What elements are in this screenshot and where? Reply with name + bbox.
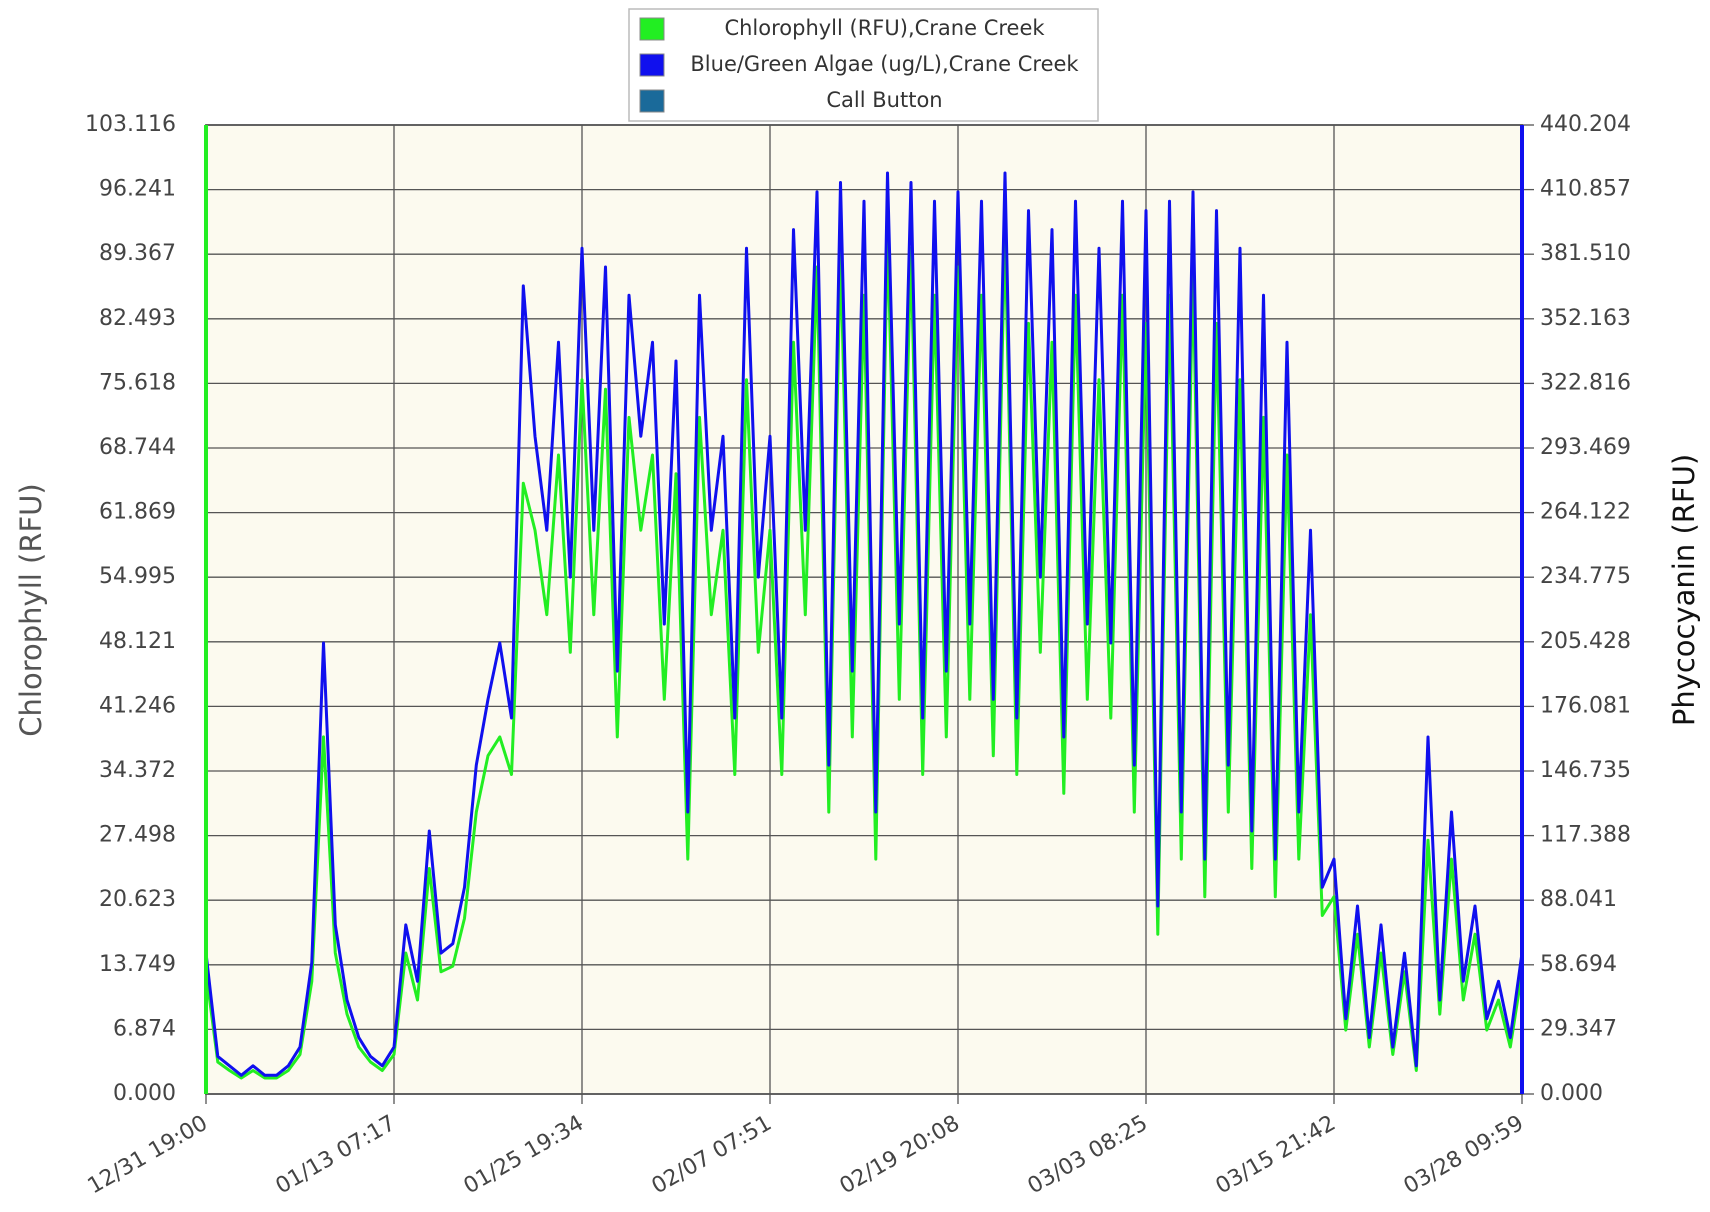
legend-swatch <box>639 53 665 77</box>
y-axis-title: Chlorophyll (RFU) <box>14 483 48 736</box>
y2-tick-label: 88.041 <box>1540 887 1617 912</box>
x-tick-label: 01/25 19:34 <box>460 1111 588 1200</box>
x-tick-label: 03/15 21:42 <box>1212 1111 1340 1200</box>
legend-label: Chlorophyll (RFU),Crane Creek <box>724 16 1045 40</box>
y-tick-label: 34.372 <box>99 758 176 783</box>
y-tick-label: 41.246 <box>99 693 176 718</box>
y2-tick-label: 176.081 <box>1540 693 1631 718</box>
series-line <box>204 228 1524 1080</box>
y-tick-label: 6.874 <box>113 1016 176 1041</box>
y-tick-label: 75.618 <box>99 370 176 395</box>
y2-tick-label: 146.735 <box>1540 758 1631 783</box>
y2-tick-label: 410.857 <box>1540 177 1631 202</box>
legend-box <box>628 8 1099 122</box>
y2-tick-label: 293.469 <box>1540 435 1631 460</box>
y-tick-label: 68.744 <box>99 435 176 460</box>
x-tick-label: 03/28 09:59 <box>1400 1111 1528 1200</box>
x-tick-label: 01/13 07:17 <box>272 1111 400 1200</box>
y-tick-label: 82.493 <box>99 306 176 331</box>
y-tick-label: 103.116 <box>85 112 176 137</box>
y2-tick-label: 352.163 <box>1540 306 1631 331</box>
y2-tick-label: 234.775 <box>1540 564 1631 589</box>
y2-tick-label: 440.204 <box>1540 112 1631 137</box>
legend-label: Call Button <box>826 88 942 112</box>
y2-tick-label: 58.694 <box>1540 952 1617 977</box>
y2-tick-label: 0.000 <box>1540 1081 1603 1106</box>
y-tick-label: 48.121 <box>99 629 176 654</box>
legend-swatch <box>639 17 665 41</box>
x-tick-label: 02/07 07:51 <box>648 1111 776 1200</box>
legend-label: Blue/Green Algae (ug/L),Crane Creek <box>690 52 1079 76</box>
y2-tick-label: 264.122 <box>1540 500 1631 525</box>
y-tick-label: 89.367 <box>99 241 176 266</box>
x-tick-label: 12/31 19:00 <box>84 1111 212 1200</box>
y-tick-label: 54.995 <box>99 564 176 589</box>
y2-tick-label: 29.347 <box>1540 1016 1617 1041</box>
legend-swatch <box>639 89 665 113</box>
series-line <box>204 171 1524 1077</box>
y2-tick-label: 322.816 <box>1540 370 1631 395</box>
y-tick-label: 0.000 <box>113 1081 176 1106</box>
y2-tick-label: 381.510 <box>1540 241 1631 266</box>
y2-tick-label: 117.388 <box>1540 823 1631 848</box>
x-tick-label: 03/03 08:25 <box>1024 1111 1152 1200</box>
y-tick-label: 13.749 <box>99 952 176 977</box>
y-tick-label: 20.623 <box>99 887 176 912</box>
y-tick-label: 61.869 <box>99 500 176 525</box>
y-tick-label: 27.498 <box>99 823 176 848</box>
plot-background <box>205 124 1523 1095</box>
y2-axis-title: Phycocyanin (RFU) <box>1667 454 1701 726</box>
y2-tick-label: 205.428 <box>1540 629 1631 654</box>
x-tick-label: 02/19 20:08 <box>836 1111 964 1200</box>
y-tick-label: 96.241 <box>99 177 176 202</box>
